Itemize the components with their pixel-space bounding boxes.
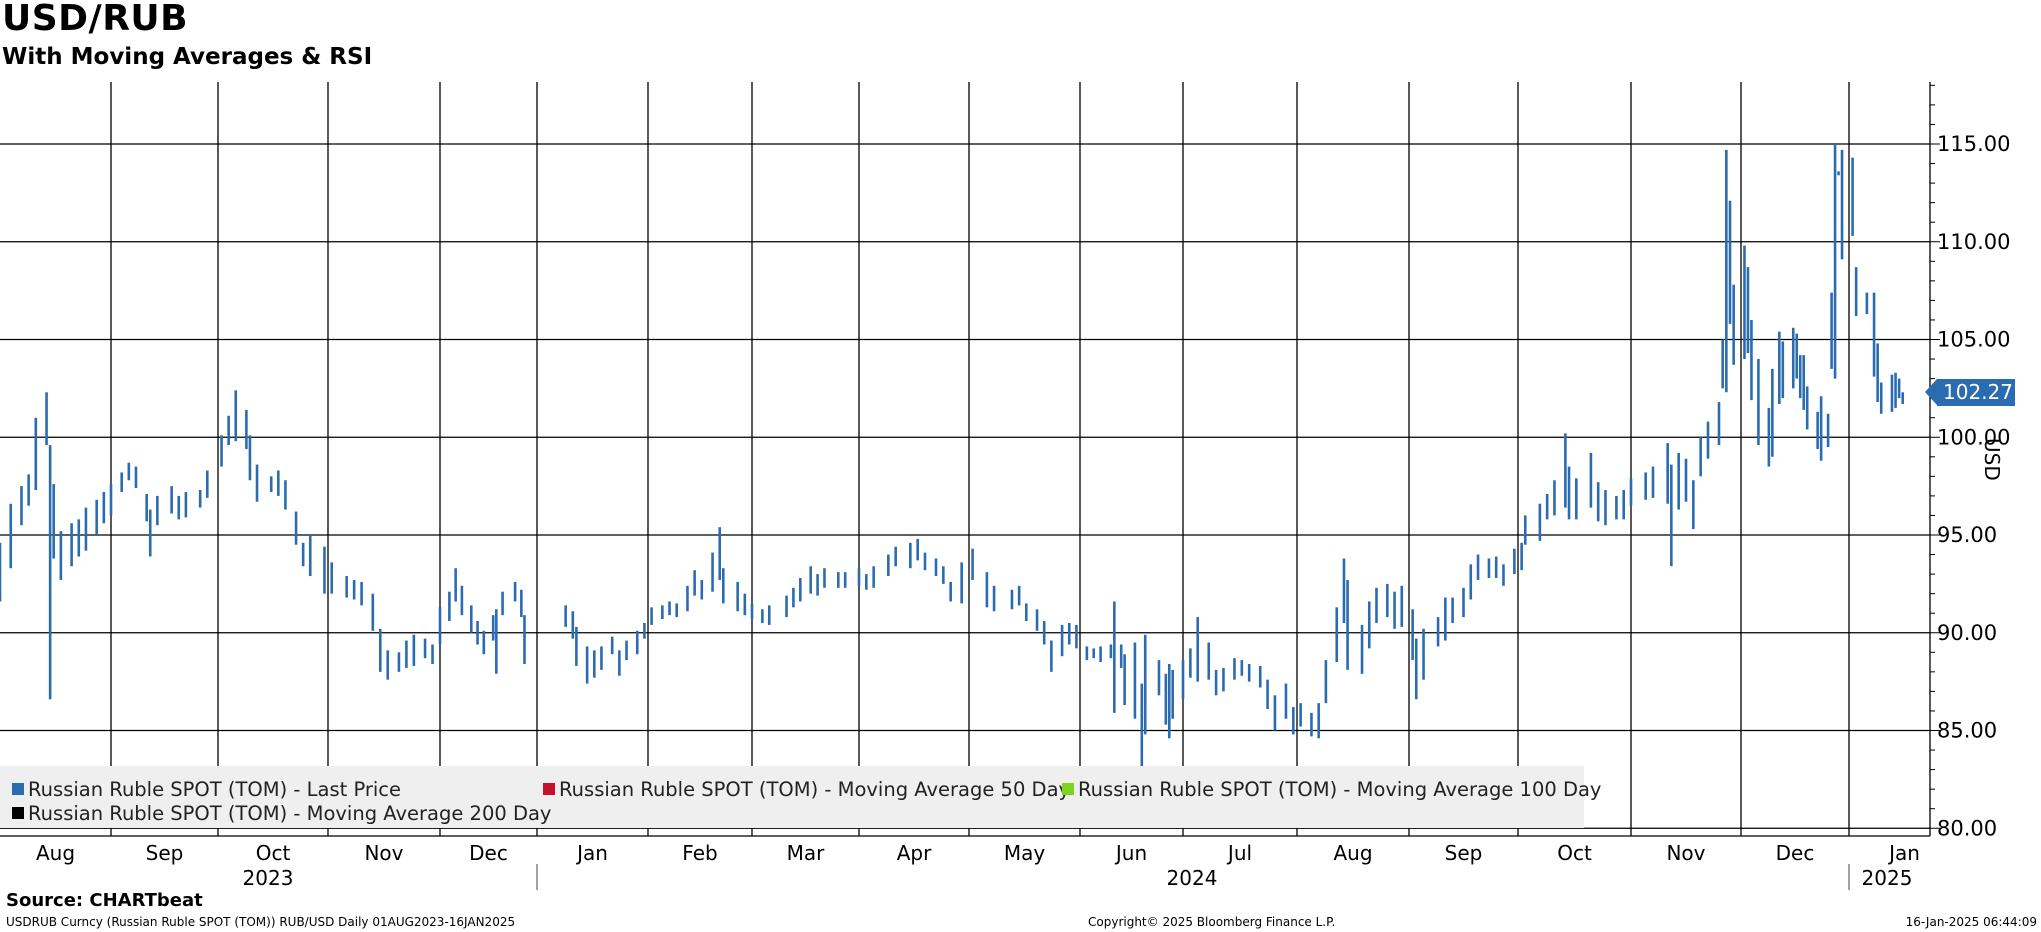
legend-item-ma100: Russian Ruble SPOT (TOM) - Moving Averag… bbox=[1050, 778, 1601, 801]
x-tick-label: Jan bbox=[575, 841, 608, 865]
y-tick-label: 85.00 bbox=[1937, 719, 1997, 743]
x-year-label: 2023 bbox=[243, 866, 294, 890]
x-tick-label: Apr bbox=[897, 841, 932, 865]
legend-item-ma200: Russian Ruble SPOT (TOM) - Moving Averag… bbox=[0, 802, 551, 825]
y-axis-label: USD bbox=[1980, 438, 2004, 481]
chart-legend: Russian Ruble SPOT (TOM) - Last Price Ru… bbox=[0, 766, 1601, 828]
timestamp: 16-Jan-2025 06:44:09 bbox=[1905, 915, 2037, 929]
x-tick-label: Feb bbox=[682, 841, 717, 865]
x-tick-label: Jun bbox=[1114, 841, 1147, 865]
x-tick-label: Nov bbox=[364, 841, 403, 865]
legend-swatch-ma200 bbox=[12, 807, 24, 819]
legend-swatch-ma50 bbox=[543, 783, 555, 795]
y-tick-label: 105.00 bbox=[1937, 328, 2010, 352]
legend-item-ma50: Russian Ruble SPOT (TOM) - Moving Averag… bbox=[531, 778, 1070, 801]
y-tick-label: 100.00 bbox=[1937, 425, 2010, 449]
legend-label-last-price: Russian Ruble SPOT (TOM) - Last Price bbox=[28, 778, 402, 801]
y-tick-label: 110.00 bbox=[1937, 230, 2010, 254]
legend-label-ma200: Russian Ruble SPOT (TOM) - Moving Averag… bbox=[28, 802, 552, 825]
source-note: Source: CHARTbeat bbox=[6, 890, 203, 911]
x-tick-label: Sep bbox=[146, 841, 184, 865]
last-price-badge: 102.27 bbox=[1925, 379, 2015, 406]
y-tick-label: 90.00 bbox=[1937, 621, 1997, 645]
legend-label-ma50: Russian Ruble SPOT (TOM) - Moving Averag… bbox=[559, 778, 1071, 801]
x-tick-label: Sep bbox=[1445, 841, 1483, 865]
copyright: Copyright© 2025 Bloomberg Finance L.P. bbox=[1088, 915, 1336, 929]
y-tick-label: 115.00 bbox=[1937, 132, 2010, 156]
y-tick-label: 80.00 bbox=[1937, 816, 1997, 840]
chart-subtitle: With Moving Averages & RSI bbox=[2, 44, 373, 70]
x-tick-label: May bbox=[1004, 841, 1046, 865]
x-tick-label: Aug bbox=[1333, 841, 1372, 865]
x-tick-label: Jul bbox=[1226, 841, 1252, 865]
legend-item-last-price: Russian Ruble SPOT (TOM) - Last Price bbox=[0, 778, 401, 801]
chart-title: USD/RUB bbox=[2, 0, 189, 39]
x-tick-label: Mar bbox=[787, 841, 826, 865]
x-tick-label: Oct bbox=[256, 841, 291, 865]
x-tick-label: Oct bbox=[1557, 841, 1592, 865]
x-tick-label: Nov bbox=[1666, 841, 1705, 865]
x-tick-label: Dec bbox=[1776, 841, 1815, 865]
price-chart: 115.00 110.00 105.00 100.00 95.00 90.00 85.00 8… bbox=[0, 82, 2010, 890]
legend-swatch-last-price bbox=[12, 783, 24, 795]
x-year-label: 2024 bbox=[1167, 866, 1218, 890]
legend-label-ma100: Russian Ruble SPOT (TOM) - Moving Averag… bbox=[1078, 778, 1602, 801]
legend-swatch-ma100 bbox=[1062, 783, 1074, 795]
y-tick-label: 95.00 bbox=[1937, 523, 1997, 547]
x-tick-label: Jan bbox=[1887, 841, 1920, 865]
x-year-label: 2025 bbox=[1862, 866, 1913, 890]
ticker-info: USDRUB Curncy (Russian Ruble SPOT (TOM))… bbox=[6, 915, 516, 929]
x-tick-label: Aug bbox=[36, 841, 75, 865]
x-tick-label: Dec bbox=[469, 841, 508, 865]
